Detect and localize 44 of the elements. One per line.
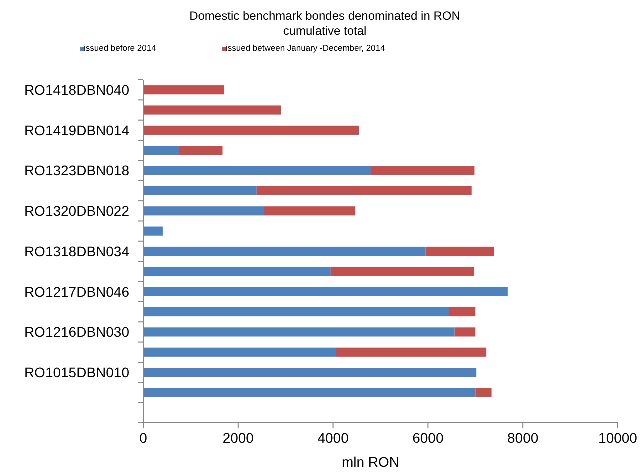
x-tick-label: 10000 <box>598 430 638 446</box>
bar <box>144 307 450 317</box>
bar <box>336 348 487 357</box>
bar <box>144 226 163 236</box>
x-tick-label: 0 <box>140 430 148 446</box>
bar <box>144 166 372 176</box>
bar <box>144 186 257 196</box>
legend-label: issued before 2014 <box>84 43 157 53</box>
bar <box>179 146 223 156</box>
x-tick-label: 4000 <box>318 430 350 446</box>
bar <box>264 206 356 216</box>
bar <box>144 206 264 216</box>
chart-title: Domestic benchmark bondes denominated in RON cumulative total <box>190 9 460 38</box>
y-tick-label: RO1015DBN010 <box>24 364 130 380</box>
bar <box>449 307 476 317</box>
bar <box>144 246 426 256</box>
bar <box>144 126 360 135</box>
y-tick-label: RO1419DBN014 <box>24 122 130 138</box>
bar <box>256 186 472 196</box>
bar <box>144 86 224 95</box>
bar <box>144 388 476 398</box>
y-tick-label: RO1217DBN046 <box>24 284 130 300</box>
y-tick-label: RO1418DBN040 <box>24 82 130 98</box>
x-axis-title: mln RON <box>342 454 400 470</box>
bar <box>330 267 474 276</box>
bar <box>144 146 180 156</box>
bar <box>144 328 455 337</box>
x-tick-label: 8000 <box>508 430 539 446</box>
bar <box>144 348 336 357</box>
y-tick-label: RO1320DBN022 <box>24 203 130 220</box>
x-tick-label: 2000 <box>222 430 254 446</box>
bar <box>144 267 331 276</box>
y-tick-label: RO1318DBN034 <box>24 243 130 260</box>
x-tick-label: 6000 <box>412 430 444 446</box>
legend-label: issued between January -December, 2014 <box>226 43 386 53</box>
bar <box>144 106 282 115</box>
y-tick-label: RO1323DBN018 <box>24 162 130 179</box>
bar <box>144 287 508 296</box>
y-tick-label: RO1216DBN030 <box>24 324 130 340</box>
bar <box>371 166 475 176</box>
bar <box>144 368 477 378</box>
bar <box>476 388 492 398</box>
bar <box>454 328 476 337</box>
bar <box>426 246 494 256</box>
